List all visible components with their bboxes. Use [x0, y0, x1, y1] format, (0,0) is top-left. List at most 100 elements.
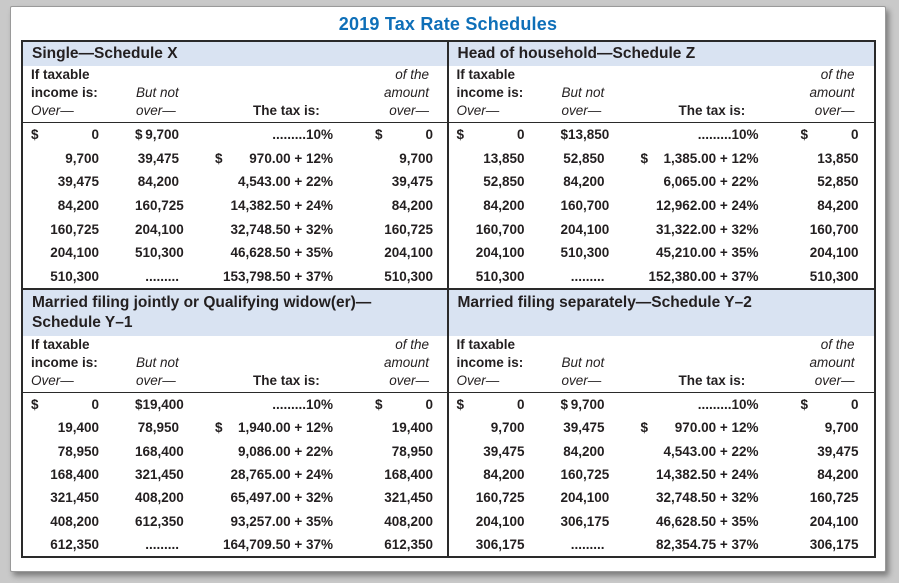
tax-value: 93,257.00 + 35% — [230, 513, 333, 529]
table-row: $0 $13,850 .........10% $0 — [449, 123, 861, 147]
cell-over: 160,725 — [449, 490, 525, 505]
over-value: 19,400 — [57, 420, 99, 436]
but-not-over-value: ......... — [570, 536, 605, 552]
cell-amount-over: 168,400 — [333, 467, 433, 482]
dollar-sign: $ — [375, 127, 383, 143]
dollar-sign: $ — [560, 127, 569, 143]
cell-tax: 152,380.00 + 37% — [605, 269, 759, 284]
cell-tax: $970.00 + 12% — [179, 151, 333, 166]
cell-over: 160,725 — [23, 222, 99, 237]
amount-over-value: 84,200 — [817, 466, 859, 482]
amount-over-value: 19,400 — [391, 420, 433, 436]
cell-tax: $1,940.00 + 12% — [179, 420, 333, 435]
column-headers: If taxable income is: Over— But not over… — [448, 336, 874, 393]
cell-tax: 45,210.00 + 35% — [605, 245, 758, 260]
cell-amount-over: 84,200 — [759, 466, 859, 482]
dollar-sign: $ — [31, 127, 39, 143]
but-not-over-value: 160,700 — [560, 197, 610, 213]
over-value: 0 — [91, 397, 99, 413]
cell-over: 78,950 — [23, 444, 99, 459]
cell-over: 168,400 — [23, 467, 99, 482]
schedule-heading: Head of household—Schedule Z — [448, 42, 874, 66]
over-value: 168,400 — [50, 466, 99, 482]
table-row: 306,175 ......... 82,354.75 + 37% 306,17… — [449, 533, 861, 556]
dollar-sign: $ — [135, 397, 143, 413]
amount-over-value: 13,850 — [817, 150, 859, 166]
cell-tax: 14,382.50 + 24% — [605, 467, 758, 482]
header-the-tax-is: The tax is: — [678, 373, 746, 388]
cell-tax: $970.00 + 12% — [605, 420, 759, 435]
table-row: 39,475 84,200 4,543.00 + 22% 39,475 — [449, 440, 861, 463]
but-not-over-value: 13,850 — [568, 127, 610, 143]
cell-amount-over: 39,475 — [759, 444, 858, 459]
dollar-sign: $ — [456, 127, 465, 143]
cell-but-not-over: 84,200 — [99, 174, 179, 189]
cell-tax: 93,257.00 + 35% — [179, 514, 333, 529]
but-not-over-value: 84,200 — [563, 174, 605, 190]
cell-amount-over: 78,950 — [333, 444, 433, 459]
header-but-not-over: But not over— — [136, 85, 179, 118]
dollar-sign: $ — [640, 420, 649, 436]
over-value: 160,725 — [475, 490, 525, 506]
cell-but-not-over: ......... — [99, 269, 179, 284]
table-row: 510,300 ......... 152,380.00 + 37% 510,3… — [449, 264, 861, 288]
table-row: 84,200 160,725 14,382.50 + 24% 84,200 — [449, 463, 861, 486]
over-value: 84,200 — [57, 197, 99, 213]
schedule-heading: Married filing jointly or Qualifying wid… — [23, 290, 447, 336]
but-not-over-value: 52,850 — [563, 150, 605, 166]
cell-amount-over: 84,200 — [759, 198, 858, 213]
cell-but-not-over: $19,400 — [99, 397, 184, 413]
cell-amount-over: 612,350 — [333, 537, 433, 552]
tax-value: 1,385.00 + 12% — [663, 150, 759, 166]
but-not-over-value: 9,700 — [570, 397, 605, 413]
cell-tax: .........10% — [605, 397, 759, 412]
tax-value: 28,765.00 + 24% — [230, 466, 333, 482]
cell-over: 510,300 — [449, 269, 525, 284]
table-row: $0 $19,400 .........10% $0 — [23, 393, 433, 416]
cell-tax: .........10% — [179, 127, 333, 142]
cell-tax: 46,628.50 + 35% — [605, 514, 758, 529]
dollar-sign: $ — [135, 127, 143, 143]
cell-amount-over: 84,200 — [333, 198, 433, 213]
header-the-tax-is: The tax is: — [253, 373, 320, 388]
column-headers: If taxable income is: Over— But not over… — [23, 336, 447, 393]
cell-over: 204,100 — [449, 514, 525, 529]
cell-over: 204,100 — [449, 245, 525, 260]
cell-amount-over: 39,475 — [333, 174, 433, 189]
table-row: 408,200 612,350 93,257.00 + 35% 408,200 — [23, 509, 433, 532]
cell-over: 306,175 — [449, 537, 525, 552]
amount-over-value: 160,725 — [809, 490, 859, 506]
cell-but-not-over: 321,450 — [99, 467, 184, 482]
schedule-head-of-household: Head of household—Schedule Z If taxable … — [448, 42, 874, 290]
but-not-over-value: 204,100 — [560, 221, 610, 237]
cell-tax: .........10% — [179, 397, 333, 412]
table-row: 160,725 204,100 32,748.50 + 32% 160,725 — [23, 217, 433, 241]
over-value: 0 — [516, 127, 525, 143]
table-row: 84,200 160,700 12,962.00 + 24% 84,200 — [449, 194, 861, 218]
cell-over: 39,475 — [449, 444, 524, 459]
cell-over: 84,200 — [23, 198, 99, 213]
cell-amount-over: $0 — [759, 127, 859, 142]
amount-over-value: 321,450 — [384, 490, 433, 506]
tax-value: 164,709.50 + 37% — [223, 536, 333, 552]
amount-over-value: 204,100 — [809, 245, 859, 261]
schedule-heading-line1: Married filing separately—Schedule Y–2 — [457, 294, 752, 311]
over-value: 321,450 — [50, 490, 99, 506]
tax-value: 152,380.00 + 37% — [648, 268, 759, 284]
tax-value: 14,382.50 + 24% — [230, 197, 333, 213]
amount-over-value: 306,175 — [809, 536, 859, 552]
amount-over-value: 204,100 — [809, 513, 859, 529]
cell-amount-over: 204,100 — [333, 245, 433, 260]
but-not-over-value: 408,200 — [135, 490, 184, 506]
cell-amount-over: 19,400 — [333, 420, 433, 435]
table-row: 39,475 84,200 4,543.00 + 22% 39,475 — [23, 170, 433, 194]
table-row: 13,850 52,850 $1,385.00 + 12% 13,850 — [449, 147, 861, 171]
cell-amount-over: 408,200 — [333, 514, 433, 529]
amount-over-value: 0 — [850, 397, 859, 413]
over-value: 306,175 — [475, 536, 525, 552]
over-value: 0 — [516, 397, 525, 413]
cell-tax: 4,543.00 + 22% — [605, 444, 759, 459]
cell-but-not-over: $13,850 — [525, 127, 610, 143]
amount-over-value: 39,475 — [391, 174, 433, 190]
table-row: 168,400 321,450 28,765.00 + 24% 168,400 — [23, 463, 433, 486]
